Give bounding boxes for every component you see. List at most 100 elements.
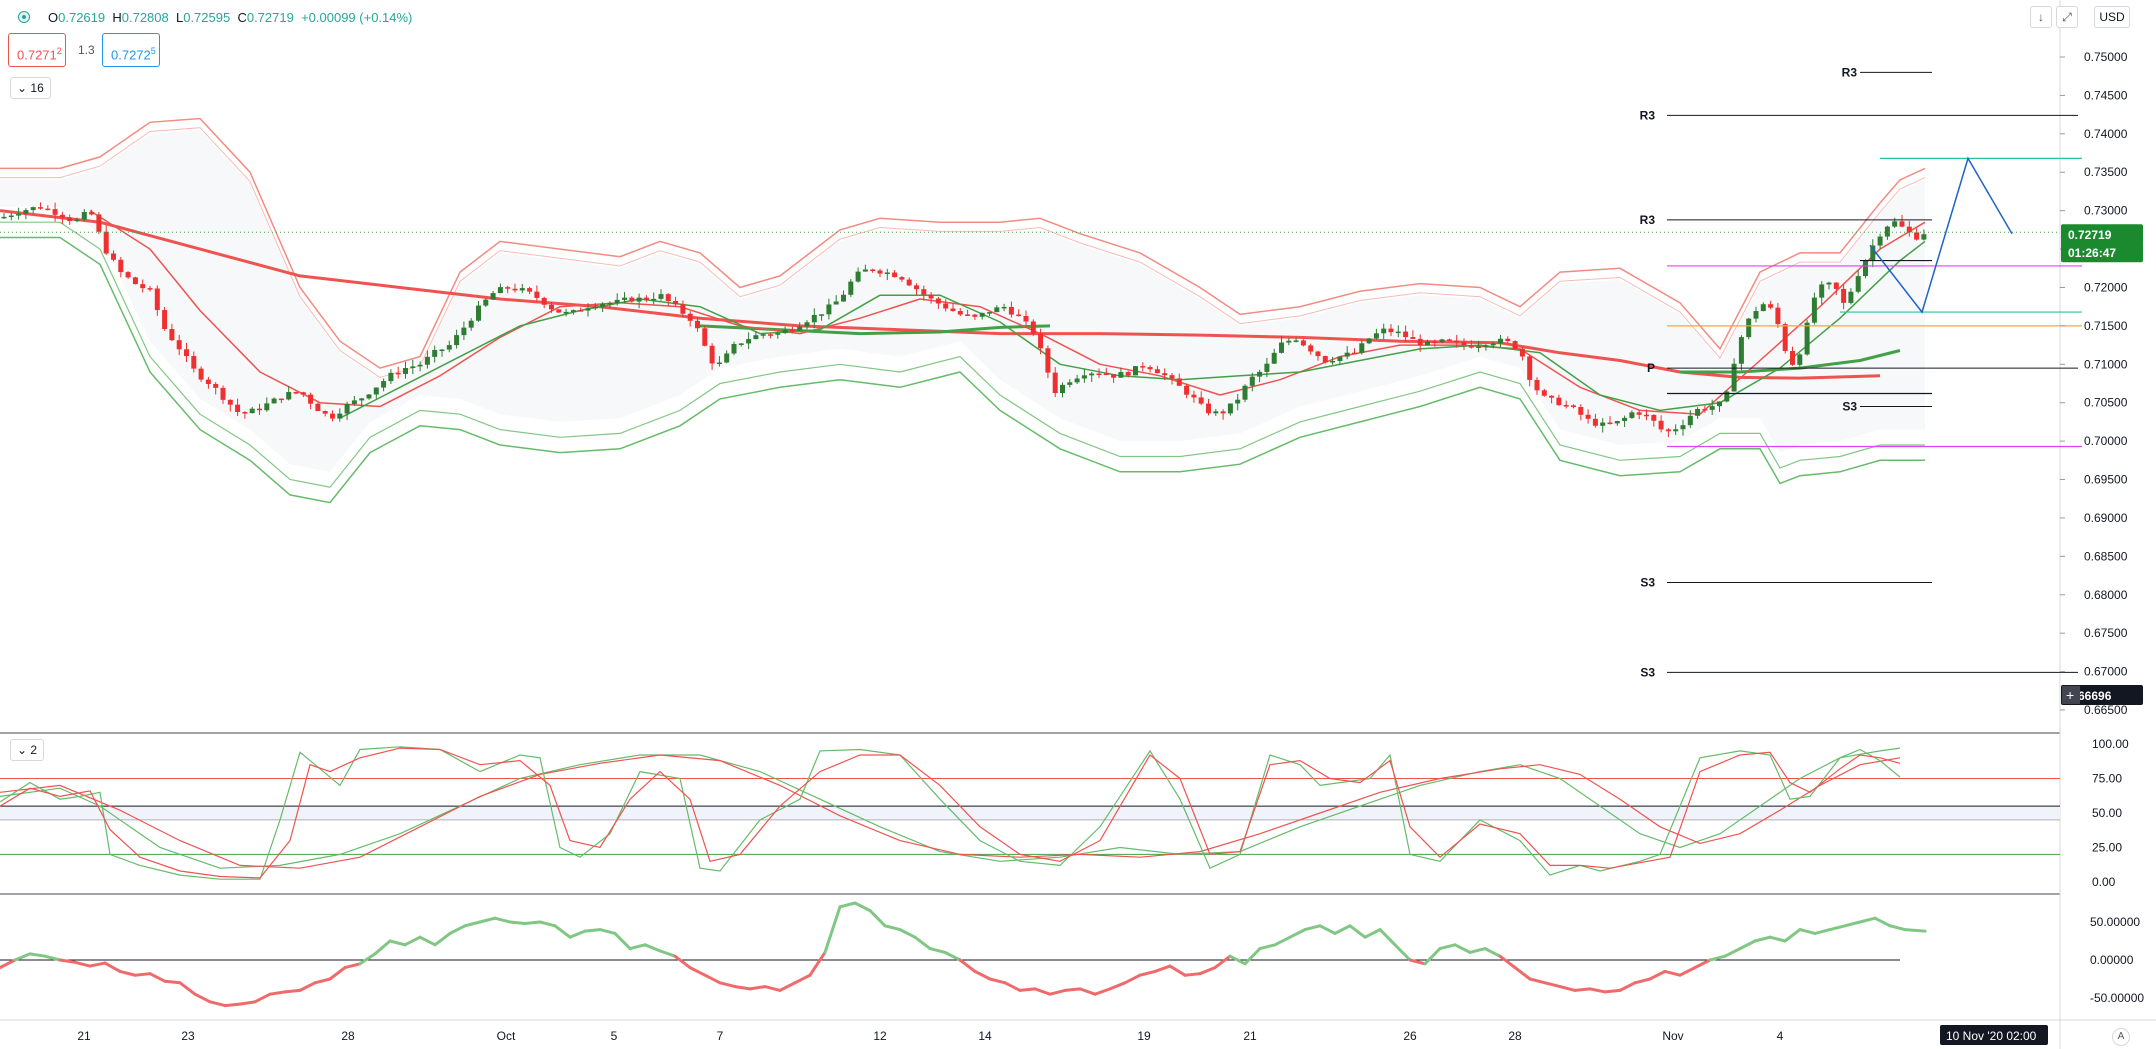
candle-body — [38, 207, 43, 209]
momentum-segment — [1633, 977, 1652, 985]
candle-body — [1921, 234, 1927, 240]
momentum-segment — [643, 943, 662, 953]
oscillator-toggle[interactable]: ⌄ 2 — [10, 739, 45, 761]
candle-body — [1133, 366, 1138, 376]
sell-button[interactable]: 0.72712 — [8, 33, 66, 67]
main-indicators-toggle[interactable]: ⌄ 16 — [10, 77, 51, 99]
candle-body — [614, 299, 620, 303]
candle-body — [702, 328, 708, 346]
candle-body — [1753, 311, 1759, 319]
stoch-slow-red — [0, 747, 1901, 879]
candle-body — [1257, 371, 1263, 377]
date-tick-label: 12 — [873, 1029, 887, 1043]
candle-body — [454, 335, 460, 346]
cursor-price-tag-bg — [2061, 684, 2143, 705]
momentum-segment — [958, 958, 977, 973]
candle-body — [1111, 374, 1117, 378]
momentum-segment — [1858, 916, 1877, 924]
momentum-segment — [1318, 924, 1337, 935]
candle-body — [1, 216, 7, 219]
momentum-segment — [1243, 947, 1262, 966]
date-axis: 21 23 28 Oct 5 7 12 14 19 21 26 28 Nov 4 10 Nov '20 02… — [77, 1025, 2048, 1045]
candle-body — [1162, 373, 1168, 376]
candle-body — [308, 394, 314, 404]
candle-body — [1607, 422, 1613, 425]
momentum-segment — [1048, 988, 1067, 996]
momentum-segment — [163, 979, 182, 985]
currency-button[interactable]: USD — [2094, 6, 2130, 28]
open-label: O — [48, 10, 59, 25]
candle-body — [1322, 356, 1328, 363]
candle-body — [724, 353, 730, 363]
auto-scale-button[interactable]: A — [2112, 1028, 2130, 1046]
candle-body — [1337, 356, 1343, 361]
date-tick-label: 5 — [611, 1029, 618, 1043]
scroll-down-icon[interactable]: ↓ — [2030, 6, 2052, 28]
momentum-segment — [703, 973, 722, 985]
candle-body — [1826, 282, 1832, 285]
momentum-segment — [1108, 981, 1127, 991]
candle-body — [892, 272, 898, 278]
candle-body — [592, 306, 598, 309]
momentum-segment — [1528, 977, 1547, 985]
price-tick-label: 0.71500 — [2084, 319, 2128, 333]
candle-body — [330, 413, 335, 419]
countdown-tag-bg — [2061, 242, 2143, 263]
candle-body — [1870, 245, 1876, 261]
market-status-icon[interactable] — [18, 11, 30, 23]
candle-body — [483, 299, 489, 306]
candle-body — [1906, 226, 1912, 233]
candle-body — [249, 408, 255, 414]
candle-body — [527, 288, 533, 292]
candle-body — [1060, 384, 1065, 394]
candle-body — [1454, 340, 1460, 343]
candle-body — [687, 313, 693, 321]
plus-icon: + — [2066, 687, 2074, 703]
momentum-segment — [208, 1000, 227, 1008]
candle-body — [497, 287, 503, 294]
candle-body — [1768, 304, 1774, 308]
momentum-segment — [613, 931, 632, 951]
candle-body — [1899, 221, 1905, 227]
main-indicators-count: 16 — [30, 81, 44, 95]
price-tick-label: 0.69500 — [2084, 473, 2128, 487]
candle-body — [1760, 304, 1766, 312]
candle-body — [359, 398, 365, 401]
candle-body — [1206, 403, 1211, 414]
date-tick-label: 14 — [978, 1029, 992, 1043]
price-tick-label: 0.66500 — [2084, 703, 2128, 717]
candle-body — [1563, 405, 1569, 407]
candle-body — [1308, 345, 1314, 352]
momentum-segment — [1303, 924, 1322, 932]
momentum-segment — [1258, 943, 1277, 951]
candle-body — [1118, 372, 1124, 378]
candle-body — [1271, 352, 1277, 364]
momentum-segment — [1063, 987, 1082, 992]
candle-body — [862, 269, 868, 272]
momentum-segment — [418, 935, 437, 947]
candle-body — [1848, 291, 1854, 303]
candle-body — [1344, 352, 1350, 357]
candle-body — [1081, 375, 1087, 379]
momentum-segment — [1423, 947, 1442, 966]
candle-body — [1461, 342, 1467, 346]
fullscreen-icon[interactable]: ⤢ — [2056, 6, 2078, 28]
pivot-label: P — [1647, 361, 1655, 375]
candle-body — [1790, 350, 1795, 365]
candle-body — [1680, 425, 1686, 430]
date-tick-label: 26 — [1403, 1029, 1417, 1043]
momentum-segment — [193, 992, 212, 1004]
candle-body — [943, 303, 949, 309]
momentum-segment — [1078, 987, 1097, 996]
candle-body — [1089, 373, 1095, 376]
candle-body — [870, 269, 876, 272]
candle-body — [643, 297, 649, 301]
momentum-tick-label: -50.00000 — [2090, 991, 2144, 1005]
buy-button[interactable]: 0.72725 — [102, 33, 160, 67]
price-tick-label: 0.67500 — [2084, 626, 2128, 640]
candle-body — [811, 314, 817, 323]
candle-body — [1125, 372, 1131, 376]
candle-body — [1154, 369, 1160, 374]
momentum-segment — [1273, 935, 1292, 947]
